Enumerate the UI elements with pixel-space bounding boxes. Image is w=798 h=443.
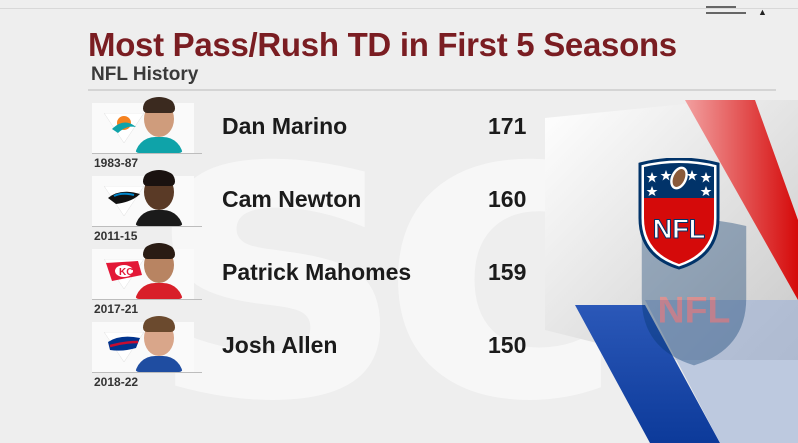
row-divider: [92, 153, 202, 154]
svg-text:NFL: NFL: [658, 288, 731, 330]
avatar: [135, 170, 183, 226]
row-divider: [92, 226, 202, 227]
svg-text:KC: KC: [119, 267, 133, 278]
td-count: 159: [488, 259, 527, 285]
list-item: 2011-15 Cam Newton 160: [0, 170, 560, 250]
caret-up-icon: ▲: [758, 7, 767, 17]
years-label: 2011-15: [94, 229, 138, 243]
row-divider: [92, 372, 202, 373]
list-item: KC 2017-21 Patrick Mahomes 159: [0, 243, 560, 323]
bills-logo: [104, 332, 144, 362]
avatar: [135, 316, 183, 372]
avatar: [135, 243, 183, 299]
td-count: 171: [488, 113, 527, 139]
row-divider: [92, 299, 202, 300]
td-count: 160: [488, 186, 527, 212]
player-name: Patrick Mahomes: [222, 259, 412, 285]
years-label: 2017-21: [94, 302, 139, 316]
page-title: Most Pass/Rush TD in First 5 Seasons: [88, 26, 677, 63]
chiefs-logo: KC: [104, 259, 144, 289]
page-subtitle: NFL History: [91, 64, 199, 85]
dolphins-logo: [104, 113, 144, 143]
avatar: [135, 97, 183, 153]
years-label: 1983-87: [94, 156, 139, 170]
list-item: 1983-87 Dan Marino 171: [0, 97, 560, 177]
top-divider: [0, 8, 798, 9]
nfl-shield-logo: NFL: [638, 158, 720, 270]
player-name: Dan Marino: [222, 113, 348, 139]
svg-text:NFL: NFL: [653, 214, 705, 244]
menu-icon: [700, 6, 760, 20]
player-name: Cam Newton: [222, 186, 362, 212]
player-name: Josh Allen: [222, 332, 338, 358]
years-label: 2018-22: [94, 375, 139, 389]
panthers-logo: [104, 186, 144, 216]
list-item: 2018-22 Josh Allen 150: [0, 316, 560, 396]
subtitle-divider: [88, 89, 776, 91]
td-count: 150: [488, 332, 527, 358]
